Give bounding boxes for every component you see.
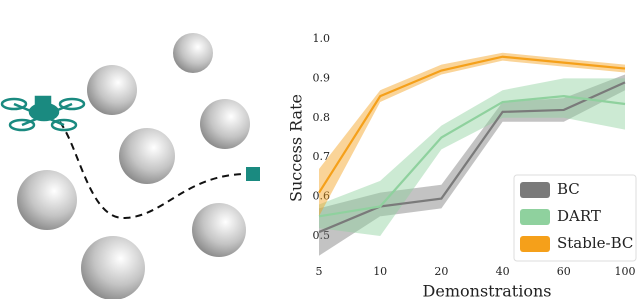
y-tick-label: 0.8 xyxy=(313,111,331,124)
obstacle xyxy=(200,99,250,149)
obstacle xyxy=(17,170,77,230)
x-tick-label: 60 xyxy=(557,265,571,278)
obstacle xyxy=(173,33,213,73)
line xyxy=(318,95,626,218)
x-tick-label: 40 xyxy=(496,265,510,278)
confidence-band xyxy=(319,52,625,217)
x-axis-label: Demonstrations xyxy=(423,282,552,299)
obstacle xyxy=(192,203,246,257)
y-tick-label: 0.5 xyxy=(313,229,331,242)
x-tick-label: 5 xyxy=(316,265,323,278)
legend-swatch xyxy=(520,236,550,252)
y-axis-label: Success Rate xyxy=(287,94,306,202)
legend-label: DART xyxy=(557,207,601,225)
x-tick-label: 10 xyxy=(373,265,387,278)
confidence-band xyxy=(319,78,625,237)
legend-label: Stable-BC xyxy=(557,234,633,252)
x-tick-label: 100 xyxy=(615,265,636,278)
trajectory xyxy=(59,121,247,220)
y-tick-label: 0.7 xyxy=(313,150,331,163)
drone xyxy=(0,95,86,132)
y-tick-label: 1.0 xyxy=(313,32,331,45)
legend-swatch xyxy=(520,209,550,225)
confidence-band xyxy=(319,74,625,256)
legend-swatch xyxy=(520,182,550,198)
y-tick-label: 0.6 xyxy=(313,190,331,203)
illustration xyxy=(0,33,260,299)
obstacle xyxy=(81,236,145,299)
x-tick-label: 20 xyxy=(434,265,448,278)
line xyxy=(318,55,626,194)
legend-label: BC xyxy=(557,180,580,198)
obstacle xyxy=(87,65,137,115)
y-tick-label: 0.9 xyxy=(313,71,331,84)
obstacle xyxy=(119,128,175,184)
line xyxy=(318,81,626,234)
goal xyxy=(246,167,260,181)
